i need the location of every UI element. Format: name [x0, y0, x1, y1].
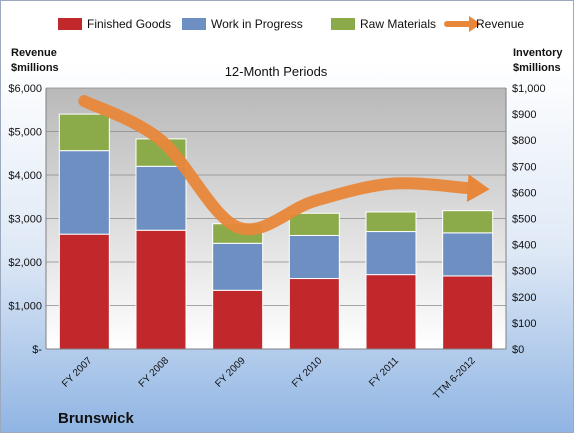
- revenue-point: [467, 187, 469, 189]
- left-tick-label: $6,000: [8, 83, 42, 95]
- bar-finished-goods: [288, 278, 340, 350]
- bar-work-in-progress: [288, 234, 340, 280]
- left-axis-title: Revenue: [11, 47, 57, 59]
- company-name: Brunswick: [58, 410, 135, 427]
- bar-work-in-progress: [442, 232, 494, 277]
- right-tick-label: $700: [512, 161, 536, 173]
- bar-finished-goods: [212, 289, 264, 350]
- revenue-point: [390, 183, 392, 185]
- right-tick-label: $300: [512, 266, 536, 278]
- right-tick-label: $500: [512, 214, 536, 226]
- right-tick-label: $800: [512, 135, 536, 147]
- revenue-arrowhead: [466, 174, 490, 203]
- bar-raw-materials: [58, 113, 110, 152]
- revenue-point: [237, 226, 239, 228]
- x-tick-label: FY 2009: [213, 355, 248, 390]
- left-tick-label: $1,000: [8, 301, 42, 313]
- bar-finished-goods: [442, 275, 494, 350]
- right-axis-title: Inventory: [513, 47, 563, 59]
- legend-label: Finished Goods: [87, 17, 171, 31]
- legend-swatch-work-in-progress: [182, 18, 206, 30]
- legend-label: Work in Progress: [211, 17, 303, 31]
- bar-work-in-progress: [58, 150, 110, 235]
- left-tick-label: $2,000: [8, 257, 42, 269]
- bar-raw-materials: [288, 212, 340, 236]
- bar-work-in-progress: [212, 242, 264, 291]
- chart-subtitle: 12-Month Periods: [225, 64, 328, 79]
- bar-work-in-progress: [135, 165, 187, 231]
- revenue-point: [160, 139, 162, 141]
- right-tick-label: $600: [512, 187, 536, 199]
- legend-swatch-raw-materials: [331, 18, 355, 30]
- left-tick-label: $3,000: [8, 214, 42, 226]
- legend-label: Revenue: [476, 17, 524, 31]
- bar-finished-goods: [58, 233, 110, 350]
- bar-finished-goods: [135, 229, 187, 350]
- legend-label: Raw Materials: [360, 17, 436, 31]
- left-tick-label: $-: [32, 344, 42, 356]
- bar-raw-materials: [442, 210, 494, 234]
- bar-work-in-progress: [365, 231, 417, 276]
- legend-arrowhead: [469, 16, 481, 32]
- revenue-point: [83, 100, 85, 102]
- right-tick-label: $900: [512, 109, 536, 121]
- right-axis-unit: $millions: [513, 62, 561, 74]
- x-tick-label: FY 2007: [60, 355, 95, 390]
- right-tick-label: $100: [512, 318, 536, 330]
- x-tick-label: FY 2010: [290, 355, 325, 390]
- bar-raw-materials: [365, 211, 417, 233]
- x-tick-label: FY 2008: [137, 355, 172, 390]
- right-tick-label: $200: [512, 292, 536, 304]
- left-axis-unit: $millions: [11, 62, 59, 74]
- right-tick-label: $0: [512, 344, 524, 356]
- right-tick-label: $400: [512, 240, 536, 252]
- legend-swatch-finished-goods: [58, 18, 82, 30]
- x-tick-label: FY 2011: [367, 355, 401, 389]
- bar-finished-goods: [365, 274, 417, 350]
- left-tick-label: $5,000: [8, 127, 42, 139]
- right-tick-label: $1,000: [512, 83, 546, 95]
- x-tick-label: TTM 6-2012: [431, 355, 478, 402]
- revenue-point: [313, 200, 315, 202]
- left-tick-label: $4,000: [8, 170, 42, 182]
